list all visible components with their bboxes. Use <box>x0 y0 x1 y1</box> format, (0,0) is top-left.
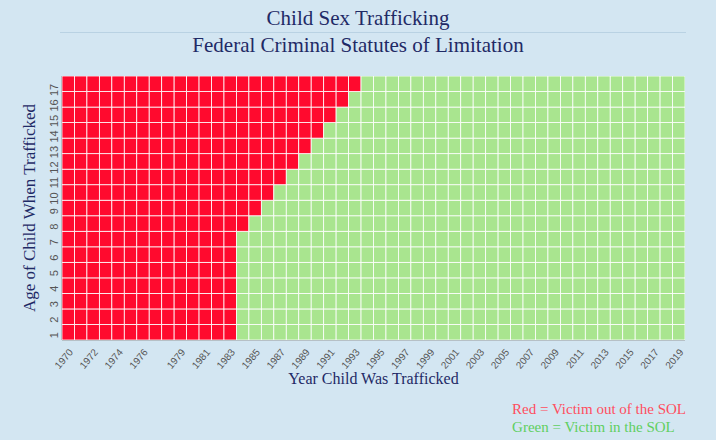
svg-text:2013: 2013 <box>588 346 611 370</box>
svg-text:16: 16 <box>48 99 60 111</box>
svg-text:2003: 2003 <box>464 346 487 370</box>
svg-text:2015: 2015 <box>613 346 636 370</box>
svg-text:1979: 1979 <box>165 346 188 370</box>
svg-text:1995: 1995 <box>364 346 387 370</box>
svg-text:2009: 2009 <box>538 346 561 370</box>
svg-text:9: 9 <box>48 208 60 214</box>
svg-text:1993: 1993 <box>339 346 362 370</box>
svg-text:2007: 2007 <box>513 346 536 370</box>
html-text:Federal Criminal Statutes of L: Federal Criminal Statutes of Limitation <box>192 33 524 57</box>
svg-text:1987: 1987 <box>264 346 287 370</box>
svg-text:2005: 2005 <box>489 346 512 370</box>
svg-text:11: 11 <box>48 177 60 188</box>
svg-text:1985: 1985 <box>239 346 262 370</box>
svg-text:1972: 1972 <box>77 346 100 370</box>
svg-text:4: 4 <box>48 286 60 292</box>
html-text:Age of Child When Trafficked: Age of Child When Trafficked <box>20 104 39 312</box>
svg-text:2: 2 <box>48 317 60 323</box>
svg-text:12: 12 <box>48 161 60 173</box>
svg-text:17: 17 <box>48 84 60 96</box>
svg-text:1989: 1989 <box>289 346 312 370</box>
svg-text:1991: 1991 <box>314 346 337 370</box>
svg-text:14: 14 <box>48 130 60 142</box>
svg-text:6: 6 <box>48 255 60 261</box>
svg-text:2017: 2017 <box>638 346 661 370</box>
svg-text:2019: 2019 <box>663 346 686 370</box>
svg-text:2011: 2011 <box>564 346 587 370</box>
svg-text:1: 1 <box>48 332 60 338</box>
html-text:Child Sex Trafficking: Child Sex Trafficking <box>266 6 450 30</box>
svg-text:15: 15 <box>48 115 60 127</box>
svg-text:1999: 1999 <box>414 346 437 370</box>
svg-text:1981: 1981 <box>190 346 213 370</box>
svg-text:3: 3 <box>48 301 60 307</box>
html-text:Year Child Was Trafficked: Year Child Was Trafficked <box>288 370 459 387</box>
svg-text:10: 10 <box>48 192 60 204</box>
html-text:Green = Victim in the SOL: Green = Victim in the SOL <box>512 419 675 435</box>
svg-text:8: 8 <box>48 224 60 230</box>
html-text:Red = Victim out of the SOL: Red = Victim out of the SOL <box>512 401 686 417</box>
svg-text:2001: 2001 <box>439 346 462 370</box>
svg-text:1976: 1976 <box>127 346 150 370</box>
svg-text:13: 13 <box>48 146 60 158</box>
svg-text:7: 7 <box>48 239 60 245</box>
svg-text:5: 5 <box>48 270 60 276</box>
svg-text:1970: 1970 <box>52 346 75 370</box>
svg-text:1974: 1974 <box>102 346 125 370</box>
svg-text:1997: 1997 <box>389 346 412 370</box>
svg-text:1983: 1983 <box>214 346 237 370</box>
